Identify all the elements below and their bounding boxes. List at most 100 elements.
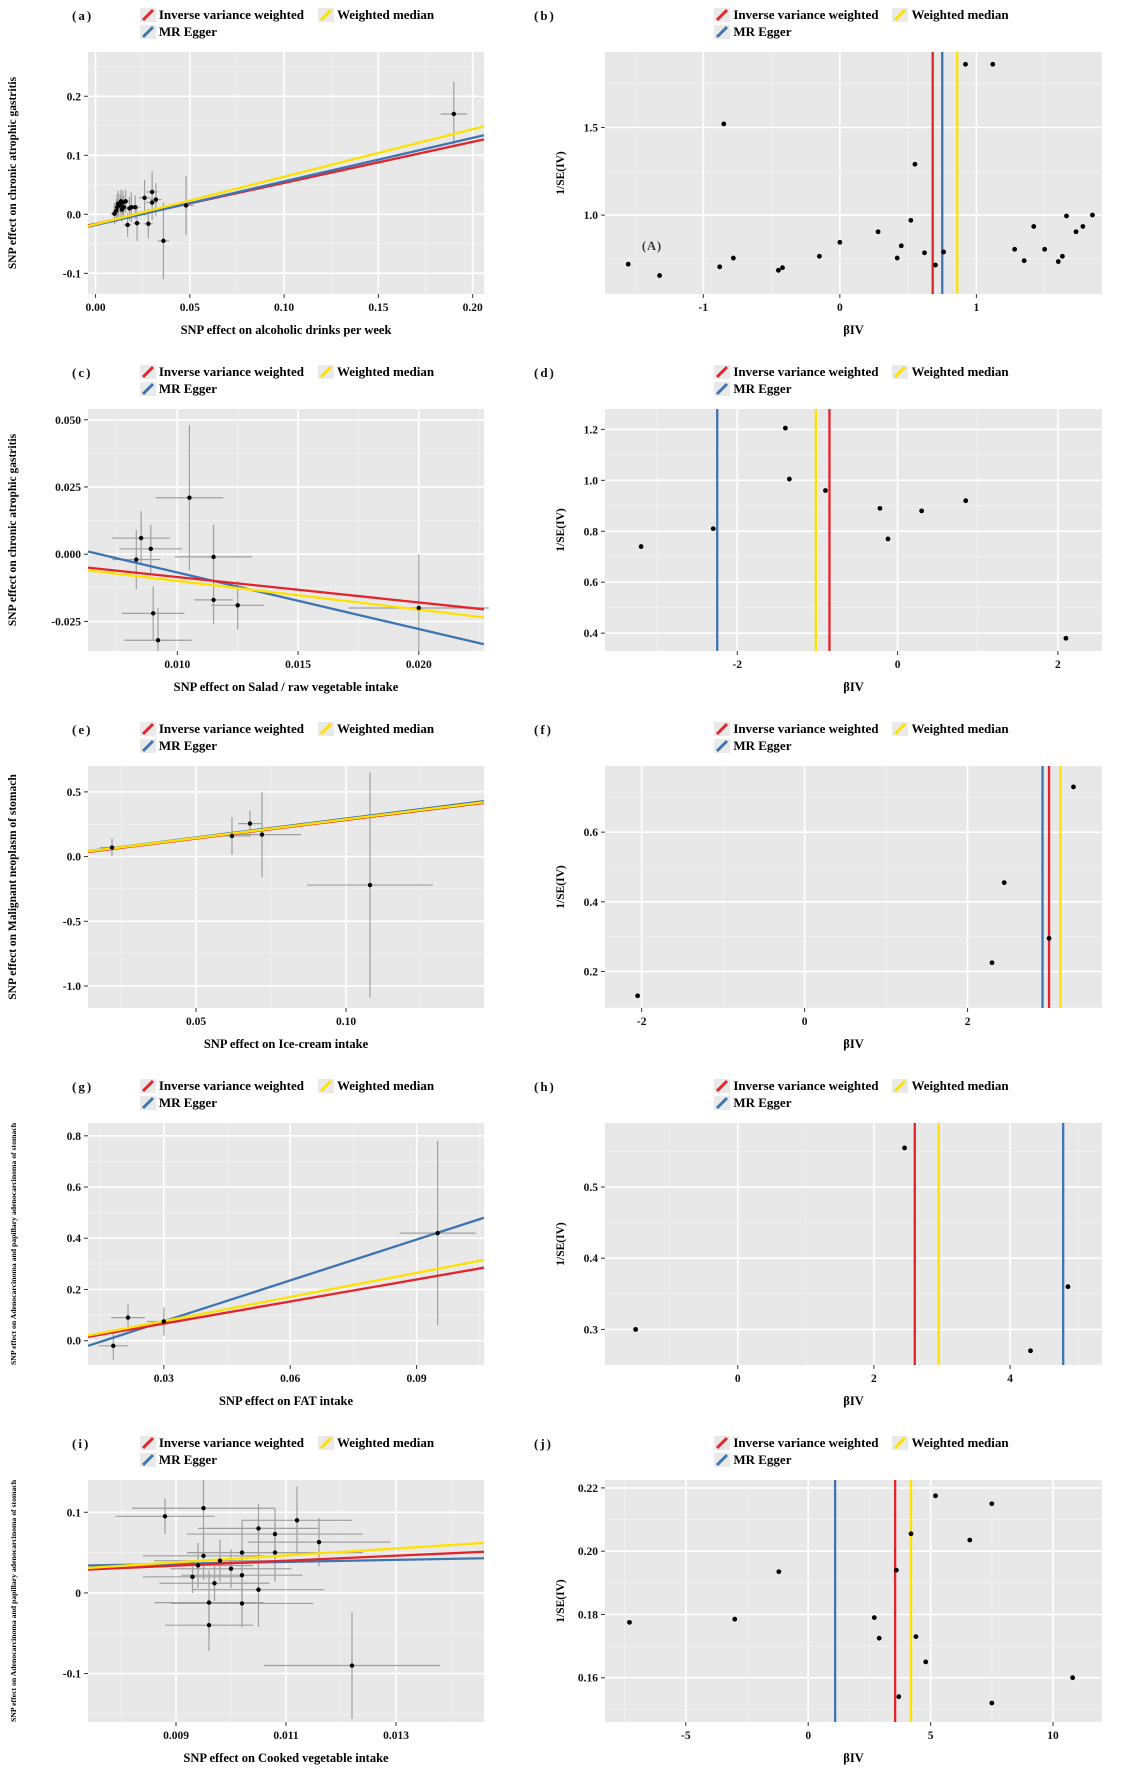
ivw-legend-icon (139, 7, 156, 22)
svg-text:0.0: 0.0 (67, 852, 82, 864)
legend-label-wm: Weighted median (911, 1078, 1009, 1093)
figure-row-5: (i) Inverse variance weighted MR Egger W… (0, 1428, 1128, 1785)
panel-a-label: (a) (72, 8, 94, 23)
svg-text:1: 1 (974, 302, 980, 314)
svg-text:0.20: 0.20 (463, 302, 483, 314)
svg-text:0.15: 0.15 (368, 302, 388, 314)
svg-text:0.020: 0.020 (406, 659, 432, 671)
svg-text:0: 0 (75, 1588, 81, 1600)
svg-text:0.1: 0.1 (67, 1507, 82, 1519)
funnel-plot-b: (A) -1 0 1 1.0 1.5 βIV 1/SE(IV) (555, 52, 1102, 337)
svg-text:1.0: 1.0 (584, 475, 599, 487)
svg-text:-0.5: -0.5 (63, 916, 81, 928)
svg-text:0.8: 0.8 (584, 526, 599, 538)
funnel-plot-h: 0 2 4 0.3 0.4 0.5 βIV 1/SE(IV) (555, 1123, 1102, 1408)
figure-row-3: (e) Inverse variance weighted MR Egger W… (0, 714, 1128, 1071)
svg-text:0.8: 0.8 (67, 1131, 82, 1143)
svg-text:1.0: 1.0 (584, 210, 599, 222)
legend-label-egger: MR Egger (158, 1452, 217, 1467)
svg-text:0.18: 0.18 (578, 1609, 598, 1621)
svg-text:2: 2 (1055, 659, 1061, 671)
panel-a: (a) Inverse variance weighted MR Egger W… (0, 0, 500, 357)
wm-legend-icon (892, 7, 909, 22)
legend-label-wm: Weighted median (336, 721, 435, 736)
legend: Inverse variance weighted MR Egger Weigh… (714, 1077, 1009, 1117)
svg-text:-2: -2 (637, 1016, 647, 1028)
svg-text:0.20: 0.20 (578, 1546, 598, 1558)
wm-legend-icon (892, 364, 909, 379)
svg-text:SNP effect on Adenocarcinoma a: SNP effect on Adenocarcinoma and papilla… (9, 1479, 18, 1722)
egger-legend-icon (139, 1452, 156, 1467)
svg-text:0.0: 0.0 (67, 1336, 82, 1348)
svg-text:0.16: 0.16 (578, 1673, 598, 1685)
legend-label-egger: MR Egger (733, 381, 792, 396)
wm-legend-icon (317, 7, 334, 22)
svg-text:0.5: 0.5 (584, 1182, 599, 1194)
panel-c-label: (c) (72, 365, 93, 380)
legend-label-egger: MR Egger (733, 24, 792, 39)
legend-label-ivw: Inverse variance weighted (733, 1435, 879, 1450)
svg-text:SNP effect on FAT intake: SNP effect on FAT intake (219, 1394, 353, 1408)
ivw-legend-icon (714, 364, 731, 379)
panel-i-label: (i) (72, 1436, 91, 1451)
svg-text:βIV: βIV (843, 1751, 863, 1765)
svg-text:0.2: 0.2 (67, 1284, 82, 1296)
svg-text:2: 2 (965, 1016, 971, 1028)
funnel-plot-j: -5 0 5 10 0.16 0.18 0.20 0.22 βIV 1/SE(IV) (555, 1480, 1102, 1765)
egger-legend-icon (714, 1095, 731, 1110)
svg-text:-1: -1 (699, 302, 709, 314)
svg-text:βIV: βIV (843, 1037, 863, 1051)
svg-text:SNP effect on Salad / raw vege: SNP effect on Salad / raw vegetable inta… (174, 680, 399, 694)
legend-label-wm: Weighted median (336, 364, 435, 379)
svg-text:0.6: 0.6 (67, 1182, 82, 1194)
svg-text:0.6: 0.6 (584, 827, 599, 839)
panel-d-label: (d) (534, 365, 556, 380)
svg-text:-1.0: -1.0 (63, 981, 81, 993)
svg-text:-0.1: -0.1 (63, 1669, 81, 1681)
svg-text:0.03: 0.03 (154, 1373, 174, 1385)
legend-label-ivw: Inverse variance weighted (733, 721, 879, 736)
wm-legend-icon (892, 1435, 909, 1450)
svg-text:1/SE(IV): 1/SE(IV) (555, 508, 567, 552)
svg-text:0.2: 0.2 (584, 966, 599, 978)
legend-label-wm: Weighted median (336, 1435, 435, 1450)
svg-text:βIV: βIV (843, 680, 863, 694)
ivw-legend-icon (714, 1435, 731, 1450)
ivw-legend-icon (139, 364, 156, 379)
legend-label-ivw: Inverse variance weighted (733, 364, 879, 379)
svg-text:10: 10 (1047, 1730, 1059, 1742)
svg-text:-0.1: -0.1 (63, 268, 81, 280)
svg-text:0.011: 0.011 (273, 1730, 298, 1742)
panel-g: (g) Inverse variance weighted MR Egger W… (0, 1071, 500, 1428)
ivw-legend-icon (139, 1435, 156, 1450)
panel-f-label: (f) (534, 722, 553, 737)
panel-c: (c) Inverse variance weighted MR Egger W… (0, 357, 500, 714)
panel-h: (h) Inverse variance weighted MR Egger W… (500, 1071, 1128, 1428)
svg-text:0.00: 0.00 (85, 302, 105, 314)
egger-legend-icon (714, 381, 731, 396)
svg-text:0.4: 0.4 (67, 1233, 82, 1245)
egger-legend-icon (139, 24, 156, 39)
legend-label-wm: Weighted median (911, 721, 1009, 736)
egger-legend-icon (139, 1095, 156, 1110)
wm-legend-icon (317, 364, 334, 379)
panel-e-label: (e) (72, 722, 93, 737)
ivw-legend-icon (714, 1078, 731, 1093)
legend: Inverse variance weighted MR Egger Weigh… (714, 1434, 1009, 1474)
panel-f: (f) Inverse variance weighted MR Egger W… (500, 714, 1128, 1071)
legend-label-wm: Weighted median (336, 1078, 435, 1093)
scatter-plot-c: 0.010 0.015 0.020 -0.025 0.000 0.025 0.050 SNP … (7, 409, 489, 694)
legend-label-egger: MR Egger (733, 1095, 792, 1110)
legend: Inverse variance weighted MR Egger Weigh… (139, 1077, 435, 1117)
svg-text:0.4: 0.4 (584, 628, 599, 640)
svg-text:SNP effect on Cooked vegetable: SNP effect on Cooked vegetable intake (183, 1751, 389, 1765)
wm-legend-icon (317, 721, 334, 736)
legend-label-egger: MR Egger (158, 24, 217, 39)
svg-text:0.06: 0.06 (280, 1373, 300, 1385)
legend-label-ivw: Inverse variance weighted (158, 1435, 304, 1450)
panel-d: (d) Inverse variance weighted MR Egger W… (500, 357, 1128, 714)
wm-legend-icon (892, 1078, 909, 1093)
ivw-legend-icon (714, 7, 731, 22)
svg-text:0.0: 0.0 (67, 209, 82, 221)
legend-label-ivw: Inverse variance weighted (733, 1078, 879, 1093)
